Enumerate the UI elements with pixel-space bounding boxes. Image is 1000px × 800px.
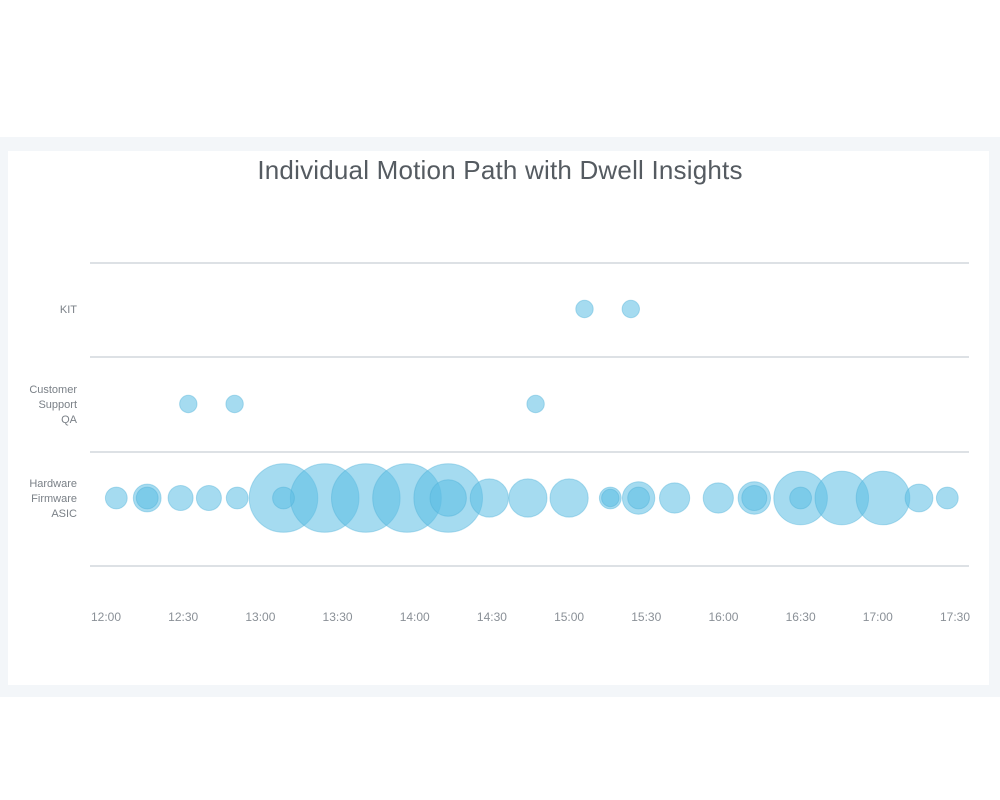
dwell-bubble[interactable] [855,470,911,526]
dwell-bubble[interactable] [659,482,691,514]
x-tick-label: 15:30 [631,610,661,624]
dwell-bubble[interactable] [225,394,244,414]
y-tick-label: QA [61,414,78,426]
x-tick-label: 17:00 [863,610,893,624]
x-tick-label: 16:00 [708,610,738,624]
dwell-bubble[interactable] [627,486,650,510]
dwell-bubble[interactable] [904,483,934,513]
x-tick-label: 13:00 [245,610,275,624]
chart-title: Individual Motion Path with Dwell Insigh… [257,155,743,185]
x-tick-label: 17:30 [940,610,970,624]
dwell-bubble[interactable] [935,486,959,510]
dwell-bubble[interactable] [179,394,198,414]
dwell-bubble[interactable] [741,485,768,511]
dwell-bubble[interactable] [272,486,295,510]
y-tick-label: Support [38,399,77,411]
dwell-bubble[interactable] [469,478,509,518]
dwell-bubble[interactable] [508,478,548,518]
dwell-bubble[interactable] [549,478,589,518]
dwell-bubble[interactable] [575,299,594,319]
dwell-bubble[interactable] [135,486,159,510]
y-tick-label: ASIC [51,508,77,520]
chart-frame [0,137,1000,697]
x-tick-label: 15:00 [554,610,584,624]
y-tick-label: Customer [29,384,77,396]
dwell-bubble[interactable] [526,394,545,414]
x-tick-label: 12:00 [91,610,121,624]
dwell-bubble[interactable] [429,479,467,517]
dwell-bubble[interactable] [702,482,734,514]
chart-card [8,151,989,685]
dwell-bubble[interactable] [601,488,620,508]
y-tick-label: Hardware [29,478,77,490]
x-tick-label: 14:30 [477,610,507,624]
x-tick-label: 13:30 [323,610,353,624]
x-tick-label: 12:30 [168,610,198,624]
y-tick-label: KIT [60,304,77,316]
x-tick-label: 16:30 [786,610,816,624]
x-tick-label: 14:00 [400,610,430,624]
dwell-bubble[interactable] [195,485,222,511]
dwell-bubble[interactable] [621,299,640,319]
y-tick-label: Firmware [31,493,77,505]
dwell-bubble[interactable] [167,485,194,511]
dwell-bubble[interactable] [104,486,128,510]
dwell-bubble[interactable] [225,486,249,510]
dwell-bubble[interactable] [789,486,812,510]
